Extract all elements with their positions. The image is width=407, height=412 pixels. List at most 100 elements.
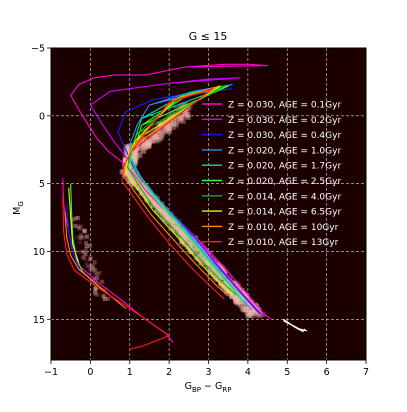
density-cell bbox=[92, 260, 97, 265]
density-cell bbox=[134, 184, 140, 190]
density-cell bbox=[161, 211, 167, 217]
density-cell bbox=[239, 288, 245, 294]
density-cell bbox=[185, 114, 191, 120]
density-cell bbox=[129, 174, 135, 180]
density-cell bbox=[147, 194, 153, 200]
density-cell bbox=[123, 150, 129, 156]
density-cell bbox=[171, 116, 177, 122]
density-cell bbox=[126, 165, 132, 171]
density-cell bbox=[144, 191, 150, 197]
density-cell bbox=[127, 174, 133, 180]
density-cell bbox=[250, 309, 256, 315]
density-cell bbox=[146, 139, 152, 145]
density-cell bbox=[133, 144, 139, 150]
density-cell bbox=[130, 172, 136, 178]
density-cell bbox=[161, 209, 167, 215]
density-cell bbox=[199, 249, 205, 255]
density-cell bbox=[131, 176, 137, 182]
density-cell bbox=[150, 138, 156, 144]
density-cell bbox=[156, 133, 162, 139]
density-cell bbox=[246, 313, 252, 319]
density-cell bbox=[225, 289, 231, 295]
density-cell bbox=[238, 295, 244, 301]
density-cell bbox=[132, 175, 138, 181]
density-cell bbox=[129, 179, 135, 185]
density-cell bbox=[144, 190, 150, 196]
density-cell bbox=[142, 144, 148, 150]
density-cell bbox=[193, 252, 199, 258]
density-cell bbox=[150, 199, 156, 205]
density-cell bbox=[218, 280, 224, 286]
density-cell bbox=[122, 158, 128, 164]
density-cell bbox=[178, 228, 184, 234]
density-cell bbox=[158, 201, 164, 207]
density-cell bbox=[249, 313, 255, 319]
density-cell bbox=[200, 247, 206, 253]
density-cell bbox=[182, 112, 188, 118]
density-cell bbox=[251, 311, 257, 317]
density-cell bbox=[140, 148, 146, 154]
density-cell bbox=[149, 197, 155, 203]
density-cell bbox=[199, 254, 205, 260]
density-cell bbox=[83, 228, 88, 233]
density-cell bbox=[142, 145, 148, 151]
density-cell bbox=[163, 124, 169, 130]
density-cell bbox=[246, 303, 252, 309]
density-cell bbox=[156, 131, 162, 137]
density-cell bbox=[166, 215, 172, 221]
density-cell bbox=[207, 265, 213, 271]
density-cell bbox=[160, 204, 166, 210]
density-cell bbox=[183, 236, 189, 242]
density-cell bbox=[78, 224, 83, 229]
isochrone-lines bbox=[70, 63, 272, 320]
density-cell bbox=[183, 241, 189, 247]
density-cell bbox=[189, 249, 195, 255]
density-cell bbox=[169, 221, 175, 227]
extra-segment bbox=[283, 320, 308, 332]
density-cell bbox=[182, 108, 188, 114]
density-cell bbox=[166, 128, 172, 134]
density-cell bbox=[123, 145, 129, 151]
density-cell bbox=[244, 293, 250, 299]
density-cell bbox=[191, 247, 197, 253]
density-cell bbox=[169, 216, 175, 222]
density-cell bbox=[126, 167, 132, 173]
density-cell bbox=[222, 274, 228, 280]
density-cell bbox=[146, 144, 152, 150]
density-cell bbox=[180, 231, 186, 237]
density-cell bbox=[182, 231, 188, 237]
density-cell bbox=[260, 312, 266, 318]
density-cell bbox=[186, 242, 192, 248]
density-cell bbox=[231, 292, 237, 298]
density-cell bbox=[143, 193, 149, 199]
density-cell bbox=[84, 234, 89, 239]
density-cell bbox=[187, 241, 193, 247]
density-cell bbox=[203, 250, 209, 256]
density-cell bbox=[137, 148, 143, 154]
density-cell bbox=[159, 121, 165, 127]
density-cell bbox=[181, 227, 187, 233]
density-cell bbox=[164, 212, 170, 218]
isochrone-line bbox=[89, 77, 265, 317]
density-cell bbox=[127, 177, 133, 183]
density-cell bbox=[221, 280, 227, 286]
density-cell bbox=[244, 306, 250, 312]
density-cell bbox=[196, 256, 202, 262]
density-cell bbox=[131, 151, 137, 157]
density-cell bbox=[139, 139, 145, 145]
density-cell bbox=[149, 193, 155, 199]
density-cell bbox=[217, 274, 223, 280]
density-cell bbox=[250, 309, 256, 315]
density-cell bbox=[205, 260, 211, 266]
density-cell bbox=[169, 121, 175, 127]
density-cell bbox=[142, 142, 148, 148]
density-cell bbox=[176, 222, 182, 228]
density-cell bbox=[143, 195, 149, 201]
density-cell bbox=[88, 265, 93, 270]
density-cell bbox=[169, 217, 175, 223]
density-cell bbox=[122, 154, 128, 160]
density-cell bbox=[144, 140, 150, 146]
density-cell bbox=[158, 135, 164, 141]
density-cell bbox=[205, 262, 211, 268]
density-cell bbox=[243, 298, 249, 304]
